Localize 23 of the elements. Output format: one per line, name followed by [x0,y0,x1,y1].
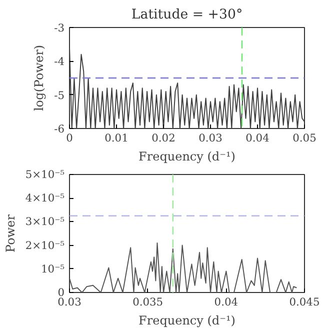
x-axis-title: Frequency (d⁻¹) [138,150,236,164]
x-tick-label: 0.03 [198,132,222,144]
y-tick-label: -3 [54,22,65,34]
chart-title: Latitude = +30° [131,8,243,22]
y-tick-label: -4 [54,55,65,68]
x-tick-label: 0 [66,132,74,144]
y-tick-label: 4×10⁻⁵ [25,192,65,205]
y-tick-label: 2×10⁻⁵ [25,238,65,252]
y-tick-label: -6 [54,122,65,136]
x-tick-label: 0.02 [152,132,176,144]
y-axis-title: log(Power) [32,44,46,112]
x-axis-title: Frequency (d⁻¹) [138,314,236,328]
x-tick-label: 0.035 [132,296,164,308]
y-tick-label: 5×10⁻⁵ [25,168,65,181]
x-tick-label: 0.05 [292,132,316,144]
y-tick-label: -5 [54,88,65,102]
x-tick-label: 0.01 [104,132,128,144]
y-axis-title: Power [3,214,18,252]
x-tick-label: 0.04 [246,132,270,144]
x-tick-label: 0.045 [289,296,320,308]
y-tick-label: 10⁻⁵ [41,262,65,276]
y-tick-label: 3×10⁻⁵ [25,215,65,228]
x-tick-label: 0.04 [214,296,238,308]
